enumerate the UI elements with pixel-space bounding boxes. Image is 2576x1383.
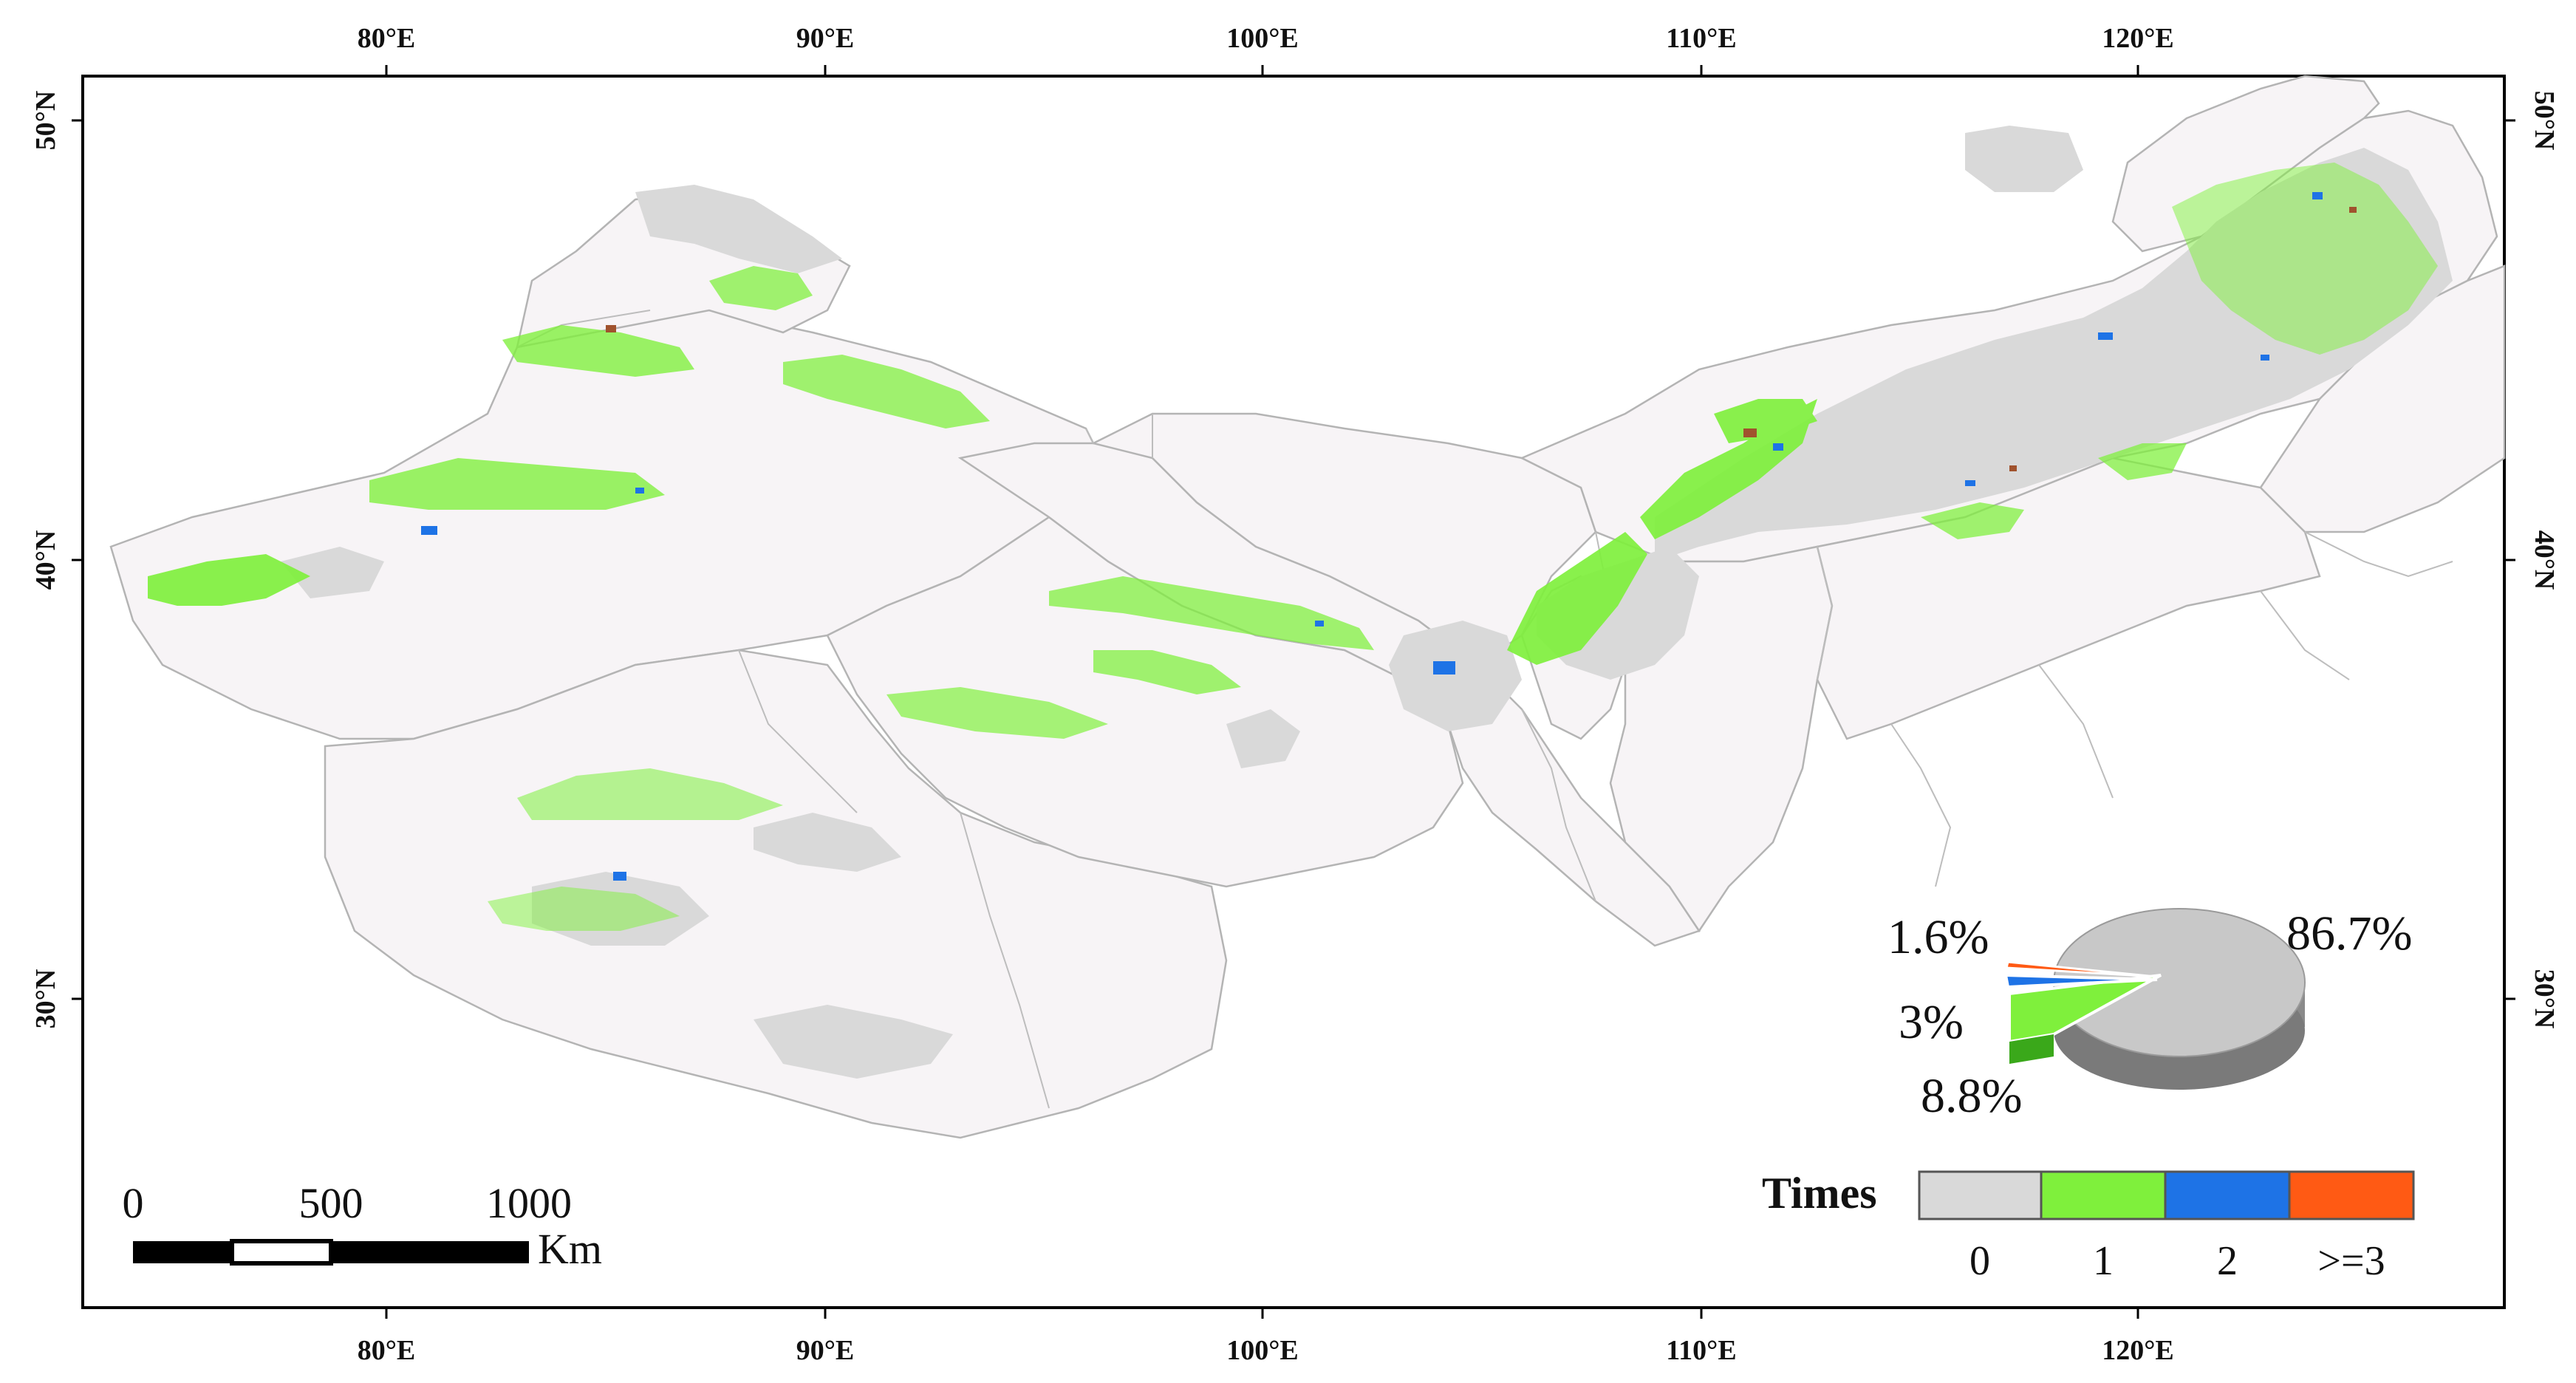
top-axis-label: 100°E — [1226, 23, 1299, 54]
pie-label-3: 3% — [1899, 995, 1964, 1049]
top-axis-label: 90°E — [796, 23, 855, 54]
top-axis-labels: 80°E 90°E 100°E 110°E 120°E — [358, 23, 2174, 54]
top-axis-label: 120°E — [2102, 23, 2174, 54]
bottom-axis-label: 90°E — [796, 1335, 855, 1366]
right-axis-label: 30°N — [2529, 969, 2560, 1029]
bottom-axis-label: 100°E — [1226, 1335, 1299, 1366]
grassland-class-2 — [421, 192, 2323, 881]
right-axis-label: 40°N — [2529, 530, 2560, 590]
scale-label-0: 0 — [123, 1179, 144, 1227]
bottom-axis-label: 80°E — [358, 1335, 416, 1366]
left-axis-label: 30°N — [30, 969, 61, 1029]
tick-marks — [72, 65, 2515, 1319]
left-axis-labels: 50°N 40°N 30°N — [30, 91, 61, 1029]
left-axis-label: 40°N — [30, 530, 61, 590]
legend-label-3: >=3 — [2317, 1238, 2385, 1284]
pie-slice-3 — [2005, 960, 2156, 978]
scale-segment — [133, 1241, 232, 1263]
legend-swatch-3 — [2288, 1170, 2415, 1220]
scale-label-1000: 1000 — [486, 1179, 572, 1227]
grassland-class-1 — [148, 163, 2438, 931]
scale-label-500: 500 — [299, 1179, 363, 1227]
top-axis-label: 110°E — [1666, 23, 1736, 54]
region-inner-mongolia-west — [1090, 412, 1597, 666]
bottom-axis-labels: 80°E 90°E 100°E 110°E 120°E — [358, 1335, 2174, 1366]
right-axis-label: 50°N — [2529, 91, 2560, 151]
pie-chart: 1.6% 86.7% 3% 8.8% — [1887, 906, 2412, 1123]
legend-swatch-1 — [2040, 1170, 2167, 1220]
region-tibet — [324, 649, 1228, 1139]
legend-swatch-2 — [2164, 1170, 2291, 1220]
legend-label-2: 2 — [2217, 1238, 2238, 1284]
right-axis-labels: 50°N 40°N 30°N — [2529, 91, 2560, 1029]
left-axis-label: 50°N — [30, 91, 61, 151]
legend-title: Times — [1762, 1169, 1877, 1218]
legend: Times 0 1 2 >=3 — [1762, 1169, 2415, 1284]
bottom-axis-label: 120°E — [2102, 1335, 2174, 1366]
pie-slice-2 — [2003, 973, 2158, 989]
scale-segment — [230, 1239, 333, 1266]
scale-segment — [331, 1241, 529, 1263]
top-axis-label: 80°E — [358, 23, 416, 54]
pie-slice-1-depth — [2009, 1034, 2054, 1064]
legend-label-0: 0 — [1969, 1238, 1990, 1284]
scale-unit: Km — [538, 1225, 602, 1273]
legend-label-1: 1 — [2093, 1238, 2114, 1284]
grassland-class-3-plus — [606, 207, 2357, 471]
scale-bar: 0 500 1000 Km — [123, 1179, 603, 1273]
legend-swatch-0 — [1918, 1170, 2043, 1220]
pie-label-1.6: 1.6% — [1887, 910, 1989, 964]
bottom-axis-label: 110°E — [1666, 1335, 1736, 1366]
pie-label-86.7: 86.7% — [2286, 906, 2412, 960]
pie-label-8.8: 8.8% — [1921, 1069, 2022, 1123]
